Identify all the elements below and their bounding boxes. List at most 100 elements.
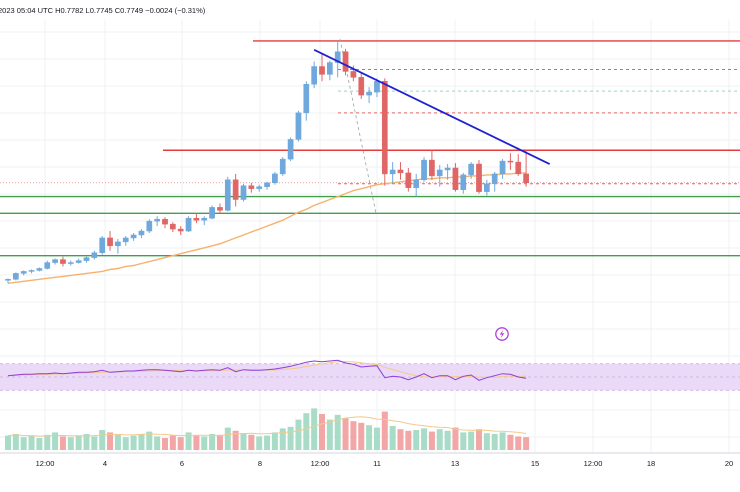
volume-bar-17 [138,434,145,450]
candle-body-27 [217,207,223,211]
candle-body-14 [115,241,121,247]
x-tick-1: 4 [103,459,107,468]
volume-bar-61 [483,433,490,450]
candle-body-25 [201,217,208,221]
bearish-trendline [313,48,551,165]
candle-body-29 [232,179,239,200]
x-tick-7: 15 [531,459,539,468]
volume-bar-25 [201,436,208,450]
volume-bar-29 [232,430,239,450]
volume-bar-43 [342,418,349,450]
x-tick-8: 12:00 [584,459,603,468]
x-tick-10: 20 [725,459,733,468]
candlesticks [5,40,529,284]
x-tick-4: 12:00 [311,459,330,468]
candle-body-28 [224,179,231,211]
volume-bar-60 [476,429,482,450]
candle-body-0 [5,279,11,281]
volume-bar-18 [146,431,153,450]
volume-bar-52 [413,430,420,450]
candle-body-32 [256,186,263,189]
candle-body-12 [99,237,106,253]
volume-bar-48 [381,411,388,450]
volume-bar-16 [130,435,137,450]
candle-body-21 [170,223,176,230]
volume-bar-51 [405,430,412,450]
x-tick-9: 18 [647,459,655,468]
volume-bar-50 [397,429,404,450]
volume-bar-22 [177,437,184,450]
rsi-band [0,363,740,391]
volume-bar-33 [264,435,271,450]
volume-bar-6 [52,432,59,450]
candle-body-53 [421,159,427,181]
volume-bar-11 [91,436,98,450]
candle-body-30 [240,185,247,200]
volume-bar-32 [256,436,263,450]
volume-pane [5,408,530,450]
candle-body-59 [468,163,474,176]
candle-body-26 [209,207,215,219]
candle-body-45 [358,77,365,96]
volume-bar-24 [193,435,200,450]
volume-bar-0 [5,435,11,450]
volume-bar-37 [295,419,302,450]
candle-body-55 [436,169,443,177]
price-levels [0,38,740,257]
volume-bar-5 [44,434,51,450]
candle-body-46 [366,91,372,96]
volume-bar-39 [311,408,318,450]
candle-body-9 [75,260,82,263]
candle-body-60 [476,163,482,192]
candle-body-39 [311,66,317,85]
candle-body-10 [83,257,90,261]
volume-bar-1 [12,434,19,450]
volume-bar-14 [114,434,121,450]
candle-body-50 [397,169,404,174]
candle-body-13 [107,237,113,247]
volume-bar-63 [499,432,506,450]
candle-body-8 [67,262,74,264]
candle-body-17 [138,230,145,236]
lightning-icon [499,329,505,339]
lightning-marker[interactable] [495,327,509,341]
volume-bar-55 [436,429,443,450]
candle-body-37 [295,112,302,140]
candle-body-33 [264,182,270,187]
volume-bar-31 [248,434,255,450]
volume-bar-36 [287,426,294,450]
volume-bar-3 [28,435,35,450]
candle-body-57 [452,167,459,190]
rsi-pane [0,359,740,391]
candle-body-44 [350,71,357,78]
volume-bar-56 [444,430,451,450]
candle-body-54 [429,159,435,177]
x-tick-6: 13 [451,459,459,468]
candle-body-35 [279,158,286,175]
volume-bar-30 [240,433,247,450]
volume-bar-21 [169,435,176,450]
candle-body-47 [374,81,380,93]
candle-body-16 [130,234,137,239]
volume-bar-20 [162,438,168,450]
volume-bar-40 [319,414,325,450]
volume-bar-10 [83,434,90,450]
volume-bar-13 [107,432,114,450]
candle-body-51 [405,172,412,188]
candle-body-43 [342,51,349,72]
volume-bar-19 [154,436,161,450]
candle-body-64 [507,160,514,163]
candle-body-63 [499,160,506,175]
volume-bar-9 [75,435,82,450]
candle-body-20 [162,218,168,225]
x-tick-5: 11 [373,459,381,468]
candle-body-40 [319,66,325,75]
rsi-line [7,359,527,381]
candle-body-15 [122,237,129,243]
volume-bar-58 [460,432,467,450]
volume-bar-28 [224,427,231,450]
volume-bar-12 [99,430,106,450]
x-tick-0: 12:00 [36,459,55,468]
candle-body-6 [52,259,58,263]
volume-bar-57 [452,427,459,450]
